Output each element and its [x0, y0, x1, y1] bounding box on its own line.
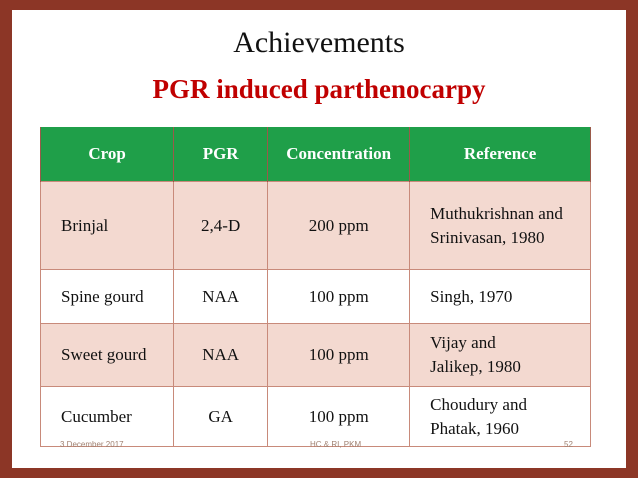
- cell: 2,4-D: [173, 181, 269, 270]
- table-row: Sweet gourd NAA 100 ppm Vijay and Jalikep, 1…: [39, 323, 591, 387]
- cell: Sweet gourd: [39, 323, 175, 387]
- cell: 100 ppm: [267, 323, 411, 387]
- column-header: Reference: [409, 127, 591, 182]
- cell: Cucumber: [39, 386, 175, 447]
- cell-line: Phatak, 1960: [430, 418, 519, 438]
- header-row: Crop PGR Concentration Reference: [39, 127, 591, 182]
- subtitle: PGR induced parthenocarpy: [152, 74, 486, 104]
- footer-page: 52: [564, 440, 573, 449]
- footer-center: HC & RI, PKM: [310, 440, 362, 449]
- cell: Choudury and Phatak, 1960: [409, 386, 591, 447]
- cell-line: Vijay and: [430, 333, 496, 352]
- table-row: Cucumber GA 100 ppm Choudury and Phatak, 196…: [39, 386, 591, 447]
- cell: 200 ppm: [267, 181, 411, 270]
- column-header: PGR: [173, 127, 269, 182]
- cell: 100 ppm: [267, 386, 411, 447]
- cell: Singh, 1970: [409, 269, 591, 324]
- cell: Spine gourd: [39, 269, 175, 324]
- cell: Vijay and Jalikep, 1980: [409, 323, 591, 387]
- cell-line: Srinivasan, 1980: [430, 227, 545, 247]
- title: Achievements: [233, 26, 405, 59]
- table-body: Brinjal 2,4-D 200 ppm Muthukrishnan and Srin…: [39, 181, 591, 447]
- cell: NAA: [173, 323, 269, 387]
- table: Crop PGR Concentration Reference Brinjal 2,4…: [39, 127, 591, 447]
- cell-line: Jalikep, 1980: [430, 357, 521, 376]
- cell-line: Choudury and: [430, 394, 527, 414]
- cell-line: Muthukrishnan and: [430, 203, 563, 223]
- footer-date: 3 December 2017: [60, 440, 124, 449]
- cell: NAA: [173, 269, 269, 324]
- cell: Brinjal: [39, 181, 175, 270]
- table-row: Brinjal 2,4-D 200 ppm Muthukrishnan and Srin…: [39, 181, 591, 270]
- cell-line: Singh, 1970: [430, 286, 513, 306]
- table-row: Spine gourd NAA 100 ppm Singh, 1970: [39, 269, 591, 324]
- cell: Muthukrishnan and Srinivasan, 1980: [409, 181, 591, 270]
- column-header: Crop: [39, 127, 175, 182]
- cell: GA: [173, 386, 269, 447]
- cell: 100 ppm: [267, 269, 411, 324]
- column-header: Concentration: [267, 127, 411, 182]
